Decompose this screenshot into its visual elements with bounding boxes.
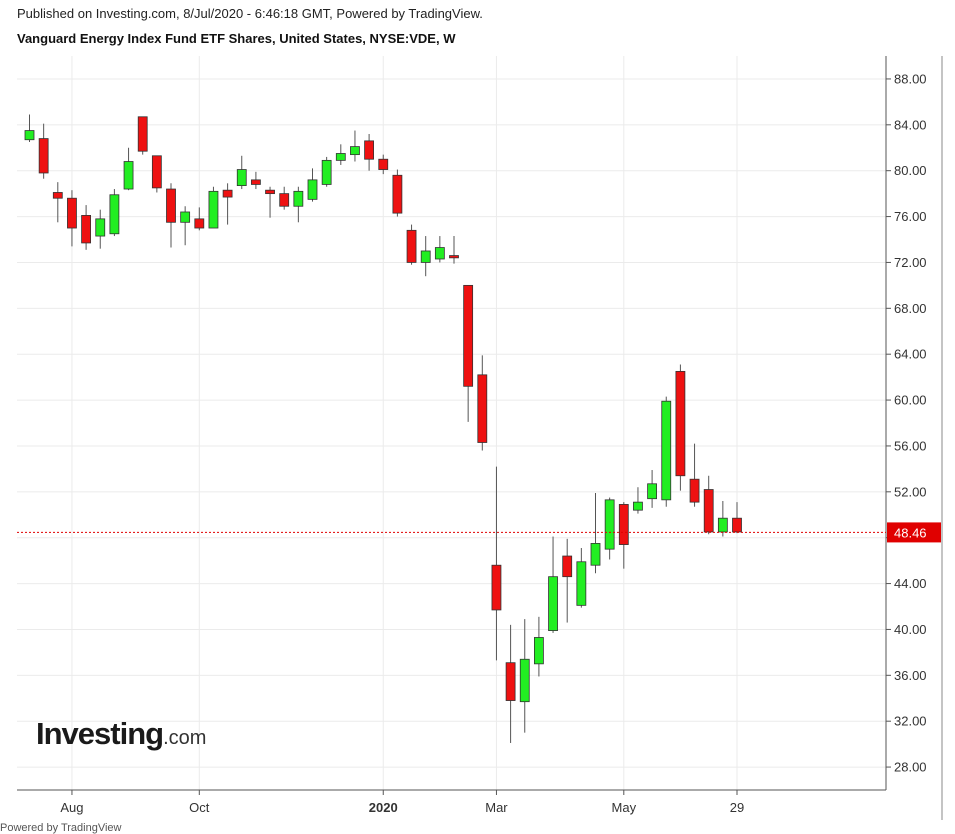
x-tick-label: Mar [485, 800, 508, 815]
candle-up [576, 561, 587, 606]
candle-down [392, 174, 403, 214]
candle-down [463, 284, 474, 387]
candle-up [661, 400, 672, 501]
x-tick-label: Aug [60, 800, 83, 815]
y-tick-label: 56.00 [894, 438, 927, 453]
candle-down [703, 489, 714, 533]
candle-up [109, 194, 120, 235]
candle-up [647, 483, 657, 500]
candle-down [81, 215, 91, 244]
plot-area [17, 56, 886, 790]
candle-up [420, 250, 431, 263]
candle-down [151, 155, 162, 189]
candle-up [123, 161, 134, 190]
candle-down [222, 189, 233, 198]
candle-down [449, 255, 459, 259]
candle-up [95, 218, 106, 237]
x-tick-label: May [612, 800, 637, 815]
y-tick-label: 40.00 [894, 622, 927, 637]
x-tick-label: Oct [189, 800, 210, 815]
candle-down [406, 229, 417, 263]
candle-down [250, 179, 261, 185]
published-note: Published on Investing.com, 8/Jul/2020 -… [17, 6, 483, 21]
candle-down [477, 374, 488, 443]
candle-down [364, 140, 375, 160]
footer-note: Powered by TradingView [0, 822, 122, 834]
candle-down [265, 189, 275, 195]
candle-up [307, 179, 318, 200]
candle-down [194, 218, 205, 229]
investing-logo: Investing.com [36, 716, 206, 752]
candle-up [24, 130, 35, 141]
candle-up [717, 517, 728, 533]
logo-suffix: .com [163, 727, 207, 749]
candle-down [732, 517, 742, 533]
candle-down [166, 188, 176, 223]
y-tick-label: 28.00 [894, 760, 927, 775]
candle-up [236, 169, 247, 186]
candle-up [548, 576, 558, 631]
candle-down [562, 555, 573, 578]
y-tick-label: 68.00 [894, 301, 927, 316]
candle-down [378, 158, 389, 170]
candle-up [293, 190, 304, 207]
x-tick-label: 29 [730, 800, 744, 815]
candle-down [491, 564, 502, 611]
candle-up [350, 146, 360, 156]
y-tick-label: 76.00 [894, 209, 927, 224]
candle-up [519, 658, 530, 703]
y-tick-label: 60.00 [894, 393, 927, 408]
y-tick-label: 88.00 [894, 71, 927, 86]
last-price-label: 48.46 [894, 525, 927, 540]
candle-down [618, 504, 629, 545]
y-tick-label: 44.00 [894, 576, 927, 591]
candle-up [434, 247, 445, 260]
candle-up [604, 499, 615, 550]
candle-down [67, 197, 77, 229]
candle-up [321, 159, 332, 185]
candle-down [137, 116, 148, 152]
candle-up [633, 501, 643, 511]
candle-down [38, 138, 49, 174]
y-tick-label: 84.00 [894, 117, 927, 132]
last-price-badge [887, 522, 941, 543]
candle-up [335, 153, 346, 161]
y-tick-label: 36.00 [894, 668, 927, 683]
candle-up [534, 637, 544, 665]
x-tick-label: 2020 [369, 800, 398, 815]
candle-down [505, 662, 516, 701]
candle-down [52, 192, 63, 199]
candle-down [675, 370, 686, 477]
candle-up [180, 211, 191, 223]
candle-down [279, 193, 290, 207]
candle-down [689, 478, 700, 503]
chart-title: Vanguard Energy Index Fund ETF Shares, U… [17, 31, 456, 46]
y-tick-label: 80.00 [894, 163, 927, 178]
y-tick-label: 64.00 [894, 347, 927, 362]
y-tick-label: 72.00 [894, 255, 927, 270]
candle-up [208, 190, 219, 229]
y-tick-label: 32.00 [894, 714, 927, 729]
candle-up [590, 543, 601, 566]
logo-text: Investing [36, 716, 164, 751]
y-tick-label: 52.00 [894, 484, 927, 499]
